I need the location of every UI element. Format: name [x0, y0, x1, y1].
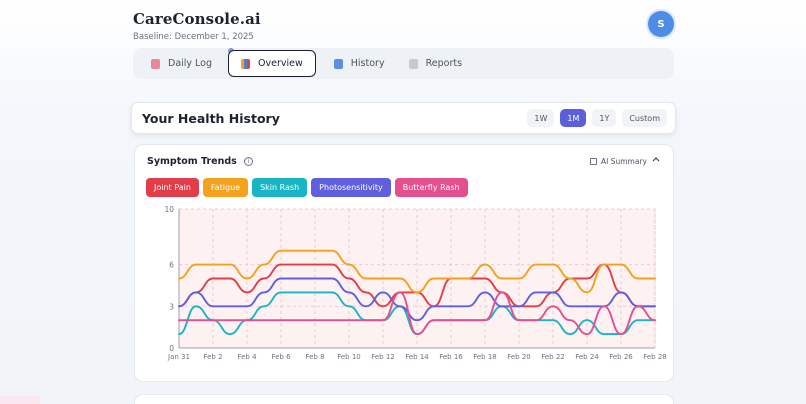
chip-butterfly-rash[interactable]: Butterfly Rash: [394, 178, 468, 197]
clipboard-icon: [151, 58, 160, 69]
y-tick-label: 10: [164, 205, 174, 214]
range-custom-button[interactable]: Custom: [622, 109, 667, 127]
main-tabs: Daily Log Overview History Reports: [133, 48, 674, 79]
ai-summary-button[interactable]: AI Summary: [590, 157, 647, 166]
chip-skin-rash[interactable]: Skin Rash: [252, 178, 308, 197]
y-tick-label: 3: [169, 302, 174, 311]
symptom-trends-chart: 0 3 6 10 Jan 31 Feb 2 Feb 4 Feb 6 Feb 8 Feb 10 Feb…: [164, 205, 667, 361]
tab-history[interactable]: History: [322, 51, 397, 76]
x-tick-label: Feb 14: [405, 353, 429, 361]
info-icon[interactable]: i: [243, 157, 253, 166]
tab-label: Overview: [258, 58, 303, 69]
health-history-header: Your Health History 1W 1M 1Y Custom: [131, 102, 676, 134]
calendar-icon: [333, 58, 343, 69]
x-tick-label: Feb 6: [271, 353, 291, 361]
tab-label: Daily Log: [168, 58, 213, 69]
baseline-date: Baseline: December 1, 2025: [133, 32, 254, 42]
symptom-filter-chips: Joint Pain Fatigue Skin Rash Photosensit…: [146, 178, 468, 197]
x-tick-label: Feb 4: [237, 353, 257, 361]
range-1m-button[interactable]: 1M: [560, 109, 587, 127]
ai-summary-label: AI Summary: [601, 157, 647, 166]
document-icon: [408, 58, 418, 69]
series-line-photosensitivity: [178, 277, 656, 322]
range-1w-button[interactable]: 1W: [527, 109, 555, 127]
chevron-up-icon[interactable]: [652, 155, 660, 163]
chip-joint-pain[interactable]: Joint Pain: [146, 178, 199, 197]
edge-decoration: [0, 396, 40, 404]
tab-overview[interactable]: Overview: [228, 50, 316, 77]
tab-daily-log[interactable]: Daily Log: [139, 48, 235, 76]
tab-label: Reports: [425, 58, 463, 69]
y-tick-label: 0: [169, 344, 174, 353]
chip-photosensitivity[interactable]: Photosensitivity: [311, 178, 391, 197]
page-title: Your Health History: [142, 111, 280, 126]
x-tick-label: Feb 16: [439, 353, 463, 361]
x-tick-label: Feb 2: [203, 353, 222, 361]
chip-fatigue[interactable]: Fatigue: [202, 178, 249, 197]
app-header: CareConsole.ai Baseline: December 1, 202…: [133, 10, 261, 42]
tab-label: History: [350, 58, 385, 69]
y-tick-label: 6: [169, 261, 174, 270]
series-line-fatigue: [178, 249, 656, 294]
x-tick-label: Feb 28: [643, 353, 667, 361]
x-tick-label: Feb 12: [371, 353, 395, 361]
x-tick-label: Feb 8: [305, 353, 324, 361]
range-1y-button[interactable]: 1Y: [592, 109, 617, 127]
chart-title: Symptom Trends: [147, 156, 237, 167]
chart-icon: [241, 58, 251, 69]
range-selector: 1W 1M 1Y Custom: [527, 109, 667, 127]
x-tick-label: Feb 24: [575, 353, 599, 361]
brand-name: CareConsole.ai: [133, 10, 261, 28]
x-tick-label: Feb 20: [507, 353, 531, 361]
x-tick-label: Feb 22: [541, 353, 565, 361]
x-tick-label: Feb 26: [609, 353, 633, 361]
x-tick-label: Jan 31: [167, 353, 190, 361]
next-card: [134, 394, 674, 404]
tab-reports[interactable]: Reports: [397, 51, 474, 76]
x-tick-label: Feb 18: [473, 353, 497, 361]
chart-title-row: Symptom Trends i: [147, 156, 253, 167]
symptom-trends-card: Symptom Trends i AI Summary Joint Pain F…: [134, 144, 674, 382]
x-tick-label: Feb 10: [337, 353, 361, 361]
series-line-butterfly-rash: [178, 291, 656, 336]
avatar[interactable]: S: [648, 11, 674, 37]
sparkle-icon: [590, 158, 597, 165]
